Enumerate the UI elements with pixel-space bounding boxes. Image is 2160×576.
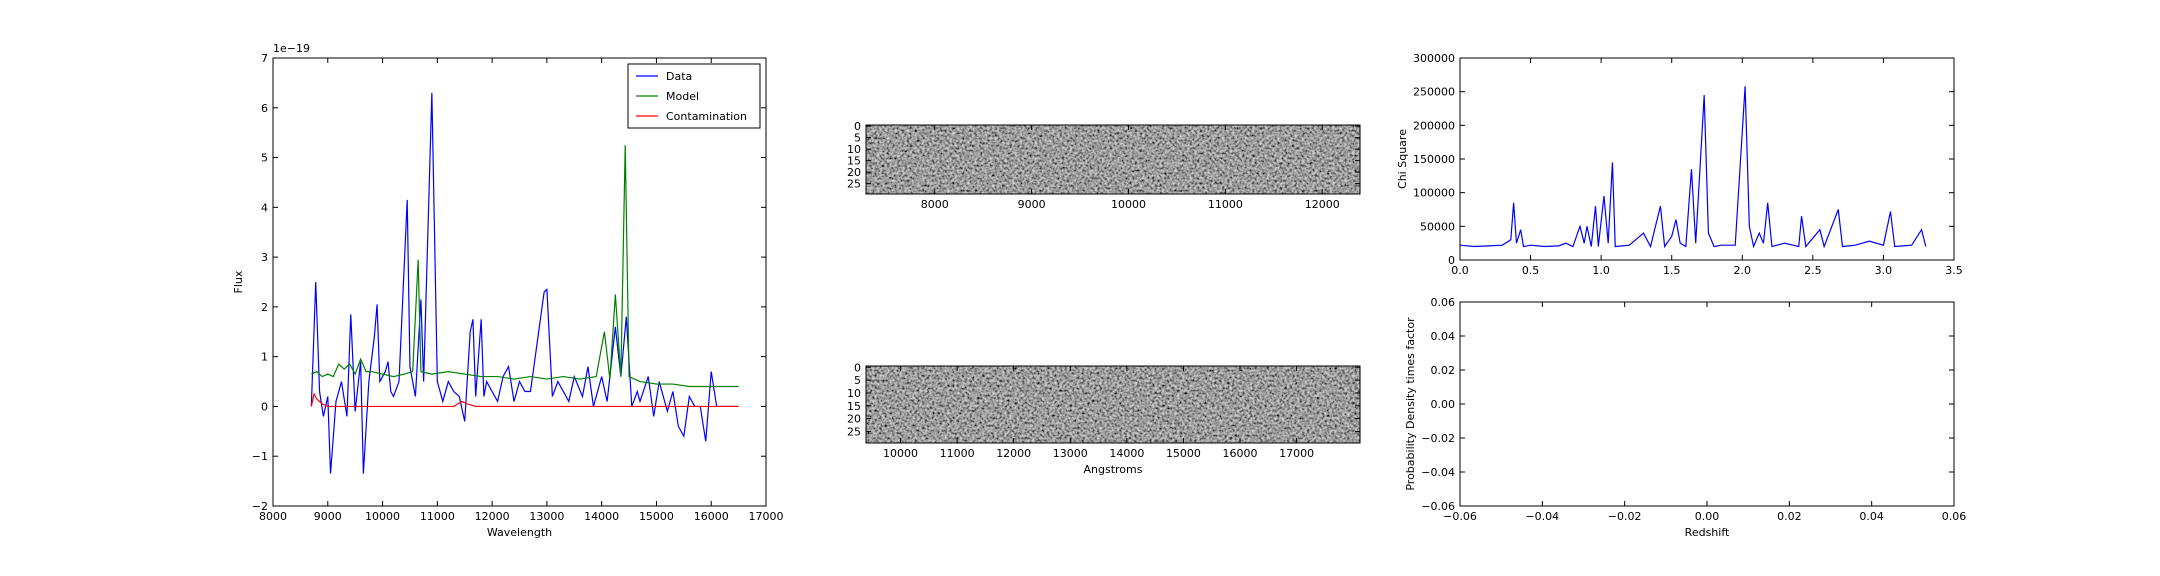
x-tick-label: 11000 [940, 447, 975, 460]
x-tick-label: 9000 [1018, 198, 1046, 211]
y-offset-label: 1e−19 [273, 42, 310, 55]
axes-frame [865, 124, 1361, 195]
y-tick-label: 0.02 [1431, 364, 1456, 377]
x-tick-label: 8000 [921, 198, 949, 211]
x-tick-label: 2.5 [1804, 264, 1822, 277]
y-tick-label: 7 [261, 52, 268, 65]
y-tick-label: 10 [847, 387, 861, 400]
y-tick-label: 0.00 [1431, 398, 1456, 411]
x-axis-label: Wavelength [487, 526, 552, 539]
legend-label: Model [666, 90, 699, 103]
x-tick-label: 0.06 [1942, 510, 1967, 523]
x-tick-label: 9000 [314, 510, 342, 523]
x-tick-label: 0.0 [1451, 264, 1469, 277]
y-tick-label: 4 [261, 201, 268, 214]
x-tick-label: 0.5 [1522, 264, 1540, 277]
y-tick-label: 0 [1448, 254, 1455, 267]
data-line [1459, 86, 1927, 249]
axes-frame [865, 365, 1361, 444]
x-tick-label: 1.0 [1592, 264, 1610, 277]
x-tick-label: 8000 [259, 510, 287, 523]
x-tick-label: −0.02 [1608, 510, 1642, 523]
x-tick-label: 14000 [584, 510, 619, 523]
y-tick-label: −0.04 [1421, 466, 1455, 479]
y-tick-label: 0.04 [1431, 330, 1456, 343]
x-tick-label: 0.02 [1777, 510, 1802, 523]
x-tick-label: 0.00 [1695, 510, 1720, 523]
y-axis-label: Flux [232, 270, 245, 293]
data-line [310, 92, 739, 474]
x-tick-label: 11000 [420, 510, 455, 523]
y-tick-label: 3 [261, 251, 268, 264]
x-tick-label: 11000 [1208, 198, 1243, 211]
y-tick-label: 10 [847, 143, 861, 156]
y-tick-label: 100000 [1413, 187, 1455, 200]
x-tick-label: −0.06 [1443, 510, 1477, 523]
y-tick-label: 25 [847, 425, 861, 438]
y-tick-label: 200000 [1413, 119, 1455, 132]
legend-label: Data [666, 70, 692, 83]
y-tick-label: 0.06 [1431, 296, 1456, 309]
x-tick-label: 10000 [1111, 198, 1146, 211]
x-tick-label: 16000 [694, 510, 729, 523]
y-tick-label: 5 [854, 132, 861, 145]
y-tick-label: 25 [847, 178, 861, 191]
y-tick-label: 300000 [1413, 52, 1455, 65]
axes-frame [272, 57, 767, 507]
y-tick-label: −2 [252, 500, 268, 513]
x-tick-label: 0.04 [1859, 510, 1884, 523]
y-tick-label: 6 [261, 102, 268, 115]
y-tick-label: 15 [847, 155, 861, 168]
x-tick-label: 12000 [475, 510, 510, 523]
y-tick-label: −0.06 [1421, 500, 1455, 513]
y-axis-label: Probability Density times factor [1404, 317, 1417, 491]
y-tick-label: 20 [847, 166, 861, 179]
x-tick-label: 2.0 [1734, 264, 1752, 277]
x-tick-label: 3.0 [1875, 264, 1893, 277]
x-tick-label: 1.5 [1663, 264, 1681, 277]
y-tick-label: 0 [261, 400, 268, 413]
y-tick-label: 2 [261, 301, 268, 314]
legend-label: Contamination [666, 110, 747, 123]
spectrum-image [866, 366, 1360, 443]
x-tick-label: 17000 [1279, 447, 1314, 460]
x-tick-label: 16000 [1223, 447, 1258, 460]
y-tick-label: 150000 [1413, 153, 1455, 166]
x-tick-label: 10000 [883, 447, 918, 460]
y-tick-label: −0.02 [1421, 432, 1455, 445]
x-axis-label: Angstroms [1084, 463, 1143, 476]
y-tick-label: 50000 [1420, 220, 1455, 233]
x-tick-label: 13000 [1053, 447, 1088, 460]
y-tick-label: 1 [261, 351, 268, 364]
data-line [311, 145, 739, 388]
x-axis-label: Redshift [1685, 526, 1730, 539]
y-tick-label: 0 [854, 120, 861, 133]
y-tick-label: 5 [261, 152, 268, 165]
data-line [310, 392, 739, 408]
y-tick-label: 250000 [1413, 86, 1455, 99]
y-tick-label: 15 [847, 400, 861, 413]
x-tick-label: 14000 [1109, 447, 1144, 460]
x-tick-label: 12000 [1305, 198, 1340, 211]
x-tick-label: 10000 [365, 510, 400, 523]
y-tick-label: 0 [854, 361, 861, 374]
x-tick-label: 17000 [749, 510, 784, 523]
y-tick-label: 20 [847, 413, 861, 426]
x-tick-label: 15000 [639, 510, 674, 523]
x-tick-label: 15000 [1166, 447, 1201, 460]
y-tick-label: 5 [854, 374, 861, 387]
x-tick-label: −0.04 [1525, 510, 1559, 523]
x-tick-label: 13000 [529, 510, 564, 523]
spectrum-image [866, 125, 1360, 194]
y-axis-label: Chi Square [1396, 129, 1409, 189]
y-tick-label: −1 [252, 450, 268, 463]
x-tick-label: 12000 [996, 447, 1031, 460]
x-tick-label: 3.5 [1945, 264, 1963, 277]
